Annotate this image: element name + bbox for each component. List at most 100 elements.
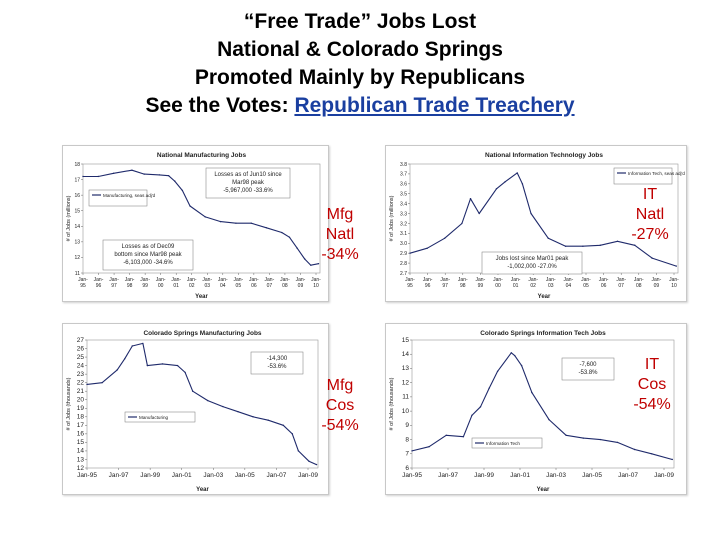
data-point <box>651 453 653 455</box>
mfg-cos-label-line2: Cos <box>325 397 355 414</box>
it-cos-label-line3: -54% <box>633 396 671 413</box>
x-tick-label: 06 <box>251 283 257 289</box>
x-tick-label: Jan- <box>511 277 521 283</box>
y-tick-label: 14 <box>77 448 85 455</box>
y-tick-label: 3.6 <box>400 182 407 188</box>
data-point <box>191 390 194 392</box>
data-point <box>531 391 533 394</box>
x-tick-label: 99 <box>142 283 148 289</box>
x-tick-label: Jan- <box>616 277 626 283</box>
mfg-cos-label: Mfg Cos -54% <box>312 376 368 436</box>
x-tick-label: Jan-05 <box>235 472 255 479</box>
x-tick-label: 00 <box>495 283 501 289</box>
data-point <box>131 345 133 347</box>
data-point <box>514 354 516 357</box>
x-tick-label: Jan-05 <box>582 472 602 479</box>
mfg-natl-label-line3: -34% <box>321 246 359 263</box>
data-point <box>143 173 145 175</box>
y-tick-label: 11 <box>75 271 80 277</box>
x-tick-label: 10 <box>671 283 677 289</box>
annotation-text: -7,600 <box>579 362 597 368</box>
chart-svg-mfg_natl: National Manufacturing Jobs 11 12 13 14 15 16 1… <box>66 152 321 300</box>
data-point <box>97 175 99 178</box>
x-tick-label: Jan- <box>476 277 486 283</box>
x-axis-label: Year <box>537 487 550 493</box>
x-tick-label: Jan-09 <box>654 472 674 479</box>
x-tick-label: Jan-99 <box>474 472 494 479</box>
data-point <box>530 212 532 215</box>
y-tick-label: 23 <box>77 371 85 378</box>
mfg-cos-label-line3: -54% <box>321 417 359 434</box>
title-line-2: National & Colorado Springs <box>217 38 503 61</box>
data-point <box>471 414 473 417</box>
data-point <box>651 257 653 259</box>
y-tick-label: 9 <box>405 422 409 429</box>
data-point <box>479 406 482 408</box>
data-point <box>478 212 480 215</box>
y-tick-label: 12 <box>77 465 85 472</box>
x-tick-label: 95 <box>80 283 86 289</box>
x-tick-label: 96 <box>96 283 102 289</box>
data-point <box>634 244 636 246</box>
page-title: “Free Trade” Jobs Lost National & Colora… <box>0 8 720 120</box>
data-point <box>265 227 268 229</box>
x-tick-label: 05 <box>583 283 589 289</box>
x-tick-label: 04 <box>566 283 572 289</box>
x-tick-label: Jan- <box>528 277 538 283</box>
x-tick-label: 03 <box>204 283 210 289</box>
x-tick-label: Jan-97 <box>109 472 129 479</box>
annotation-box <box>561 357 615 381</box>
y-axis-label: # of Jobs (thousands) <box>389 377 395 430</box>
annotation-text: -6,103,000 -34.6% <box>123 260 173 266</box>
data-point <box>510 352 513 354</box>
y-tick-label: 11 <box>402 394 409 401</box>
y-tick-label: 3.3 <box>400 211 407 217</box>
data-point <box>315 463 318 466</box>
chart-title: Colorado Springs Manufacturing Jobs <box>143 330 261 337</box>
data-point <box>281 231 283 234</box>
data-point <box>409 252 411 254</box>
x-tick-label: Jan- <box>218 277 228 283</box>
x-tick-label: Jan- <box>652 277 662 283</box>
y-tick-label: 25 <box>77 354 85 361</box>
data-point <box>174 180 176 182</box>
y-tick-label: 20 <box>77 397 85 404</box>
x-tick-label: Jan-95 <box>77 472 97 479</box>
y-tick-label: 12 <box>74 255 80 261</box>
chart-svg-it_cos: Colorado Springs Information Tech Jobs 6 7… <box>389 330 674 493</box>
data-point <box>495 188 498 190</box>
y-tick-label: 13 <box>77 456 85 463</box>
annotation-text: Jobs lost since Mar01 peak <box>496 256 570 262</box>
data-point <box>189 205 191 207</box>
annotation-box <box>481 251 583 275</box>
y-tick-label: 7 <box>405 451 409 458</box>
x-tick-label: Jan- <box>171 277 181 283</box>
data-point <box>101 381 103 384</box>
y-axis-label: # of Jobs (thousands) <box>66 377 72 430</box>
data-point <box>599 244 601 246</box>
x-tick-label: 09 <box>298 283 304 289</box>
data-point <box>443 237 446 240</box>
x-tick-label: Jan- <box>440 277 450 283</box>
data-point <box>146 364 149 367</box>
x-tick-label: 96 <box>425 283 431 289</box>
it-natl-label-line1: IT <box>642 186 658 203</box>
y-tick-label: 13 <box>74 240 80 246</box>
x-tick-label: 95 <box>407 283 413 289</box>
data-point <box>131 169 133 171</box>
data-point <box>521 183 524 185</box>
x-tick-label: 97 <box>111 283 117 289</box>
x-tick-label: 02 <box>530 283 536 289</box>
y-axis-label: # of Jobs (millions) <box>389 195 395 241</box>
mfg-natl-label-line1: Mfg <box>326 206 354 223</box>
x-tick-label: Jan- <box>187 277 197 283</box>
data-point <box>181 189 184 192</box>
data-point <box>167 174 170 177</box>
data-point <box>520 364 523 367</box>
data-point <box>671 458 673 461</box>
republican-trade-treachery-link[interactable]: Republican Trade Treachery <box>294 94 575 117</box>
annotation-text: -14,300 <box>267 356 288 362</box>
data-point <box>565 434 567 436</box>
data-point <box>219 220 222 223</box>
y-tick-label: 2.8 <box>400 261 407 267</box>
